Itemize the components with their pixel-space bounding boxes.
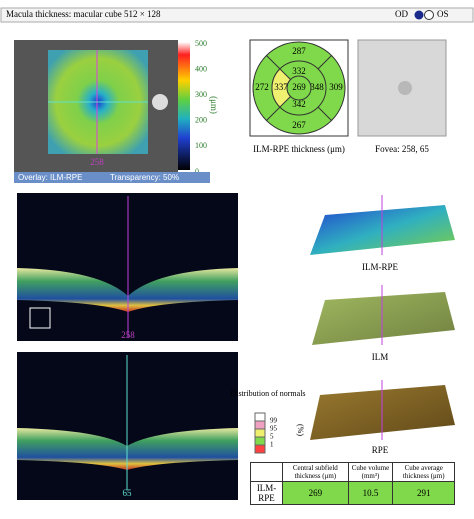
surface-label: RPE	[372, 445, 389, 455]
etdrs-value: 287	[292, 46, 306, 56]
surface-ilm	[312, 292, 455, 345]
table-header: Cube average thickness (μm)	[392, 462, 455, 482]
etdrs-dividers	[266, 55, 332, 121]
normals-swatch	[254, 444, 266, 454]
table-cell: 269	[282, 481, 349, 505]
etdrs-value: 269	[292, 82, 306, 92]
etdrs-value: 309	[329, 82, 343, 92]
bscan-label: 65	[123, 488, 133, 498]
etdrs-value: 272	[255, 82, 269, 92]
scale-tick-label: 300	[195, 90, 207, 99]
etdrs-value: 337	[274, 82, 288, 92]
summary-table: Central subfield thickness (μm) Cube volu…	[249, 462, 455, 505]
color-scale	[178, 42, 190, 170]
etdrs-value: 348	[310, 82, 324, 92]
os-label: OS	[437, 9, 449, 19]
etdrs-caption: ILM-RPE thickness (μm)	[253, 144, 345, 154]
fovea-spot	[398, 81, 412, 95]
normals-level: 5	[270, 433, 274, 441]
scale-tick-label: 200	[195, 116, 207, 125]
transparency-label: Transparency: 50%	[110, 173, 179, 182]
etdrs-value: 267	[292, 120, 306, 130]
etdrs-nasal-inner	[271, 68, 292, 108]
header-bar	[0, 7, 474, 23]
table-cell: ILM-RPE	[249, 481, 284, 505]
surface-label: ILM-RPE	[362, 262, 399, 272]
scale-tick-label: 100	[195, 141, 207, 150]
normals-level: 99	[270, 417, 278, 425]
os-radio[interactable]	[424, 10, 434, 20]
scale-tick-label: 0	[195, 167, 199, 176]
scan-label: 258	[90, 157, 104, 167]
normals-title: Distribution of normals	[230, 389, 305, 398]
normals-swatch	[254, 436, 266, 446]
fovea-caption: Fovea: 258, 65	[375, 144, 429, 154]
scale-tick-label: 500	[195, 39, 207, 48]
optic-disc	[152, 94, 168, 110]
overlay-label: Overlay: ILM-RPE	[18, 173, 82, 182]
header-title: Macula thickness: macular cube 512 × 128	[6, 9, 161, 19]
overlay-bar	[14, 172, 210, 183]
scale-tick-label: 400	[195, 64, 207, 73]
od-label: OD	[395, 9, 408, 19]
normals-swatch	[254, 428, 266, 438]
normals-level: 1	[270, 441, 274, 449]
etdrs-value: 332	[292, 66, 306, 76]
scale-unit: (μm)	[209, 96, 219, 114]
bscan-label: 258	[121, 330, 135, 340]
normals-unit: (%)	[296, 424, 305, 436]
surface-label: ILM	[372, 352, 389, 362]
etdrs-value: 342	[292, 99, 306, 109]
normals-swatch	[254, 420, 266, 430]
roi-box	[29, 307, 51, 329]
table-cell: 10.5	[347, 481, 394, 505]
table-header: Cube volume (mm³)	[347, 462, 394, 482]
od-radio[interactable]	[414, 10, 424, 20]
table-corner	[249, 462, 284, 482]
table-header: Central subfield thickness (μm)	[282, 462, 349, 482]
retina-layers	[17, 268, 238, 312]
table-cell: 291	[392, 481, 455, 505]
normals-swatch	[254, 412, 266, 422]
normals-level: 95	[270, 425, 278, 433]
